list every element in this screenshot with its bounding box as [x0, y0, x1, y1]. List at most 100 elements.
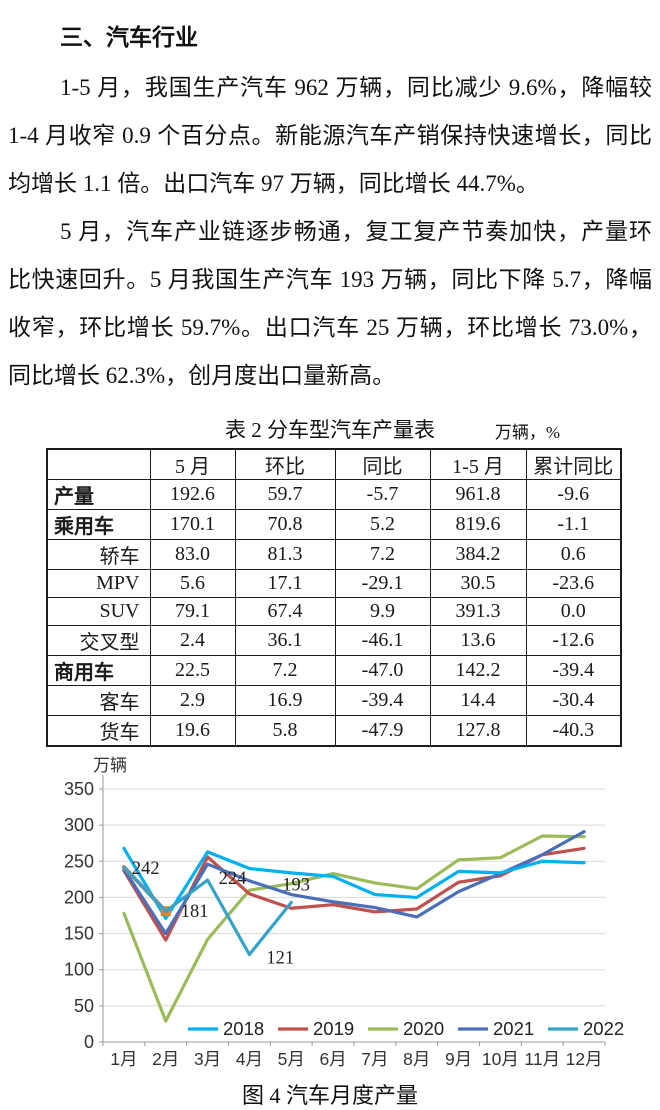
- svg-text:12月: 12月: [566, 1049, 603, 1069]
- table-cell: 81.3: [234, 539, 336, 570]
- table-cell: 5.6: [149, 569, 236, 598]
- vehicle-production-table: 5 月环比 同比 1-5 月累计同比 产量 192.6 59.7 -5.7 961.8 -9.…: [46, 448, 622, 747]
- table-cell: 36.1: [234, 625, 336, 656]
- legend-item-2021: 2021: [458, 1018, 534, 1039]
- svg-text:1月: 1月: [110, 1049, 137, 1069]
- row-label: 客车: [46, 685, 151, 716]
- svg-text:2022: 2022: [583, 1018, 624, 1039]
- table-cell: -47.0: [334, 655, 431, 686]
- paragraph-summary-may: 5 月，汽车产业链逐步畅通，复工复产节奏加快，产量环比快速回升。5 月我国生产汽…: [8, 219, 652, 388]
- chart-axes: [99, 775, 606, 1046]
- table-cell: 142.2: [429, 655, 527, 686]
- table-cell: -12.6: [525, 625, 622, 656]
- table-cell: 5.2: [334, 509, 431, 540]
- figure-caption: 图 4 汽车月度产量: [241, 1083, 418, 1108]
- table-cell: -46.1: [334, 625, 431, 656]
- table-column-header: 环比: [234, 448, 336, 480]
- svg-text:181: 181: [181, 902, 209, 922]
- svg-text:4月: 4月: [236, 1049, 263, 1069]
- svg-text:9月: 9月: [445, 1049, 472, 1069]
- svg-text:200: 200: [64, 887, 94, 907]
- table-cell: 67.4: [234, 597, 336, 626]
- svg-text:7月: 7月: [361, 1049, 388, 1069]
- table-cell: 7.2: [234, 655, 336, 686]
- production-line-chart-svg: 0 50 100 150 200 250 300 350 万辆 1月 2月 3月 4月 5月 6月 7月 8月 9…: [64, 756, 624, 1069]
- table-cell: -30.4: [525, 685, 622, 716]
- table-cell: 0.6: [525, 539, 622, 570]
- table-cell: 961.8: [429, 479, 527, 510]
- svg-text:121: 121: [266, 949, 294, 969]
- table-column-header: 5 月: [149, 448, 236, 480]
- svg-text:2021: 2021: [493, 1018, 534, 1039]
- table-cell: 2.4: [149, 625, 236, 656]
- svg-text:5月: 5月: [278, 1049, 305, 1069]
- table-cell: 17.1: [234, 569, 336, 598]
- row-label: 产量: [46, 479, 151, 510]
- table-cell: 14.4: [429, 685, 527, 716]
- svg-text:150: 150: [64, 924, 94, 944]
- table-cell: -47.9: [334, 715, 431, 747]
- table-cell: -39.4: [525, 655, 622, 686]
- table-cell: 59.7: [234, 479, 336, 510]
- series-line-2020: [122, 834, 586, 1023]
- table-cell: 9.9: [334, 597, 431, 626]
- series-line-2019: [122, 846, 586, 942]
- table-cell: 22.5: [149, 655, 236, 686]
- x-axis-labels: 1月 2月 3月 4月 5月 6月 7月 8月 9月 10月 11月 12月: [110, 1049, 602, 1069]
- row-label: 商用车: [46, 655, 151, 686]
- table-cell: 13.6: [429, 625, 527, 656]
- table-cell: 7.2: [334, 539, 431, 570]
- series-line-2018: [122, 846, 586, 920]
- svg-text:242: 242: [132, 859, 160, 879]
- table-row: 货车 19.6 5.8 -47.9 127.8 -40.3: [46, 715, 622, 747]
- table-cell: 19.6: [149, 715, 236, 747]
- series-line-2022: [122, 865, 293, 957]
- table-cell: 391.3: [429, 597, 527, 626]
- svg-text:100: 100: [64, 960, 94, 980]
- table-cell: 0.0: [525, 597, 622, 626]
- table-cell: -39.4: [334, 685, 431, 716]
- table-cell: 170.1: [149, 509, 236, 540]
- table-cell: -23.6: [525, 569, 622, 598]
- legend-item-2019: 2019: [278, 1018, 354, 1039]
- table-row: 交叉型 2.4 36.1 -46.1 13.6 -12.6: [46, 625, 622, 656]
- svg-text:350: 350: [64, 779, 94, 799]
- svg-text:2020: 2020: [403, 1018, 444, 1039]
- table-cell: 127.8: [429, 715, 527, 747]
- svg-text:250: 250: [64, 851, 94, 871]
- table-row: MPV 5.6 17.1 -29.1 30.5 -23.6: [46, 569, 622, 598]
- table-cell: 83.0: [149, 539, 236, 570]
- table-column-row: 5 月环比 同比 1-5 月累计同比: [46, 448, 622, 480]
- row-label: SUV: [46, 597, 151, 626]
- svg-text:10月: 10月: [482, 1049, 519, 1069]
- legend-item-2022: 2022: [548, 1018, 624, 1039]
- table-row: 客车 2.9 16.9 -39.4 14.4 -30.4: [46, 685, 622, 716]
- table-cell: -29.1: [334, 569, 431, 598]
- table-cell: -40.3: [525, 715, 622, 747]
- legend-item-2018: 2018: [188, 1018, 264, 1039]
- table-column-header: [46, 448, 151, 480]
- svg-text:6月: 6月: [319, 1049, 346, 1069]
- table-cell: -9.6: [525, 479, 622, 510]
- svg-text:2019: 2019: [313, 1018, 354, 1039]
- row-label: 乘用车: [46, 509, 151, 540]
- table-head: 5 月环比 同比 1-5 月累计同比: [46, 448, 622, 480]
- svg-text:8月: 8月: [403, 1049, 430, 1069]
- table-column-header: 同比: [334, 448, 431, 480]
- y-axis-unit: 万辆: [93, 756, 127, 775]
- row-label: MPV: [46, 569, 151, 598]
- table-cell: 384.2: [429, 539, 527, 570]
- table-cell: 16.9: [234, 685, 336, 716]
- chart-series: [121, 830, 586, 1023]
- table-title: 表 2 分车型汽车产量表: [225, 418, 435, 442]
- row-label: 轿车: [46, 539, 151, 570]
- table-row: 轿车 83.0 81.3 7.2 384.2 0.6: [46, 539, 622, 570]
- point-labels: 242 181 224 121 193: [132, 859, 310, 968]
- table-column-header: 1-5 月: [429, 448, 527, 480]
- table-row: 产量 192.6 59.7 -5.7 961.8 -9.6: [46, 479, 622, 510]
- table-row: 乘用车 170.1 70.8 5.2 819.6 -1.1: [46, 509, 622, 540]
- table-unit-label: 万辆，%: [494, 423, 560, 442]
- row-label: 货车: [46, 715, 151, 747]
- table-cell: -1.1: [525, 509, 622, 540]
